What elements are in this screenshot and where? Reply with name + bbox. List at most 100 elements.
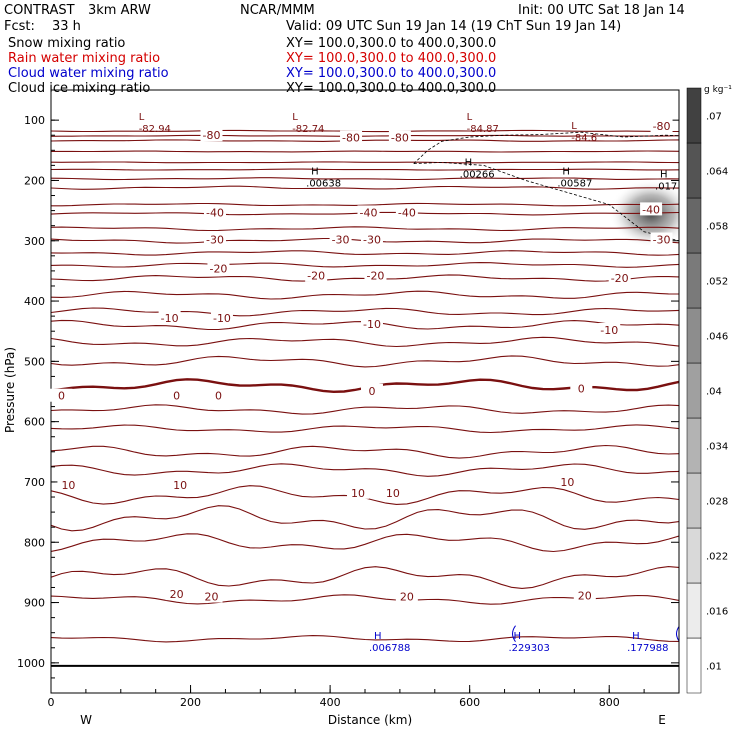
colorbar-segment: [686, 87, 702, 144]
isotherm-line: [51, 566, 679, 589]
isotherm-line: [51, 444, 679, 459]
isotherm-label: -10: [210, 310, 233, 325]
isotherm-label-bg: [357, 205, 380, 219]
isotherm-label-text: -80: [653, 120, 671, 133]
model-name: 3km ARW: [88, 3, 151, 18]
snow-contour-line: [413, 161, 679, 242]
isotherm-label: -30: [650, 232, 673, 247]
isotherm-label-bg: [388, 130, 411, 144]
colorbar-segment: [686, 142, 702, 199]
isotherm-label-bg: [165, 587, 188, 601]
extremum-symbol: H: [632, 631, 640, 642]
x-tick-label: 0: [48, 696, 55, 709]
isotherm-label-bg: [395, 589, 418, 603]
isotherm-label: 0: [50, 388, 73, 403]
isotherm-label-text: 0: [173, 390, 180, 403]
isotherm-line: [51, 533, 679, 553]
colorbar-label: .016: [706, 607, 728, 618]
isotherm-label-bg: [395, 205, 418, 219]
isotherm-label-text: 10: [61, 479, 75, 492]
isotherm-label: -30: [360, 232, 383, 247]
isotherm-label-text: 10: [386, 487, 400, 500]
isotherm-line: [51, 635, 679, 643]
isotherm-label: 10: [347, 485, 370, 500]
extremum-symbol: L: [139, 112, 145, 123]
isotherm-label-bg: [329, 232, 352, 246]
isotherm-label-text: -30: [653, 234, 671, 247]
isotherm-label: -40: [640, 202, 663, 216]
isotherm-line: [51, 177, 679, 181]
colorbar-segment: [686, 307, 702, 364]
isotherm-label: -80: [650, 119, 673, 133]
isotherm-label: -30: [329, 232, 352, 247]
colorbar-segment: [686, 197, 702, 254]
isotherm-label: 10: [169, 477, 192, 492]
x-end-label-east: E: [658, 713, 666, 727]
isotherm-label-bg: [573, 588, 596, 602]
extremum-symbol: H: [514, 631, 522, 642]
isotherm-label-bg: [203, 205, 226, 219]
extremum-value: .00587: [557, 178, 592, 189]
colorbar-segment: [686, 472, 702, 529]
colorbar-segment: [686, 582, 702, 639]
isotherm-label-bg: [207, 261, 230, 275]
isotherm-label: 20: [573, 588, 596, 602]
field-name-snow: Snow mixing ratio: [8, 36, 126, 51]
isotherm-label: -20: [207, 261, 230, 275]
isotherm-line: [51, 290, 679, 300]
colorbar-segment: [686, 527, 702, 584]
colorbar-label: .01: [706, 662, 722, 673]
isotherm-label: -10: [158, 310, 181, 325]
colorbar-label: .064: [706, 167, 728, 178]
y-tick-label: 600: [24, 416, 45, 429]
isotherm-label-bg: [360, 383, 383, 397]
isotherm-label: 10: [57, 477, 80, 492]
isotherm-label-text: -40: [642, 203, 660, 216]
isotherm-line: [51, 336, 679, 348]
extremum-value: -84.6: [571, 133, 597, 144]
colorbar-label: .07: [706, 112, 722, 123]
extremum-value: -84.87: [467, 124, 499, 135]
isotherm-label-bg: [360, 316, 383, 330]
isotherm-line: [51, 134, 679, 137]
isotherm-label-text: 20: [578, 589, 592, 602]
isotherm-label-bg: [381, 485, 404, 499]
colorbar-label: .052: [706, 277, 728, 288]
y-axis-title: Pressure (hPa): [3, 347, 17, 433]
extremum-value: -82.94: [139, 124, 171, 135]
fcst-label: Fcst:: [4, 19, 35, 34]
y-tick-label: 800: [24, 536, 45, 549]
isotherm-label: -20: [608, 271, 631, 285]
isotherm-label-text: 20: [400, 591, 414, 604]
extremum-symbol: H: [374, 631, 382, 642]
isotherm-label-text: 20: [170, 588, 184, 601]
isotherm-label-text: -80: [203, 129, 221, 142]
isotherm-line: [51, 355, 679, 368]
isotherm-label: 0: [165, 388, 188, 403]
isotherm-label-text: -10: [600, 324, 618, 337]
isotherm-label-text: -20: [307, 270, 325, 283]
isotherm-label-bg: [305, 268, 328, 282]
isotherm-label: -40: [203, 205, 226, 219]
field-xy-snow: XY= 100.0,300.0 to 400.0,300.0: [286, 36, 497, 51]
isotherm-label: -10: [360, 316, 383, 331]
isotherm-label-bg: [200, 128, 223, 142]
x-axis-title: Distance (km): [328, 713, 412, 727]
colorbar-label: .022: [706, 552, 728, 563]
y-tick-label: 500: [24, 355, 45, 368]
isotherm-line: [51, 307, 679, 317]
colorbar-segment: [686, 252, 702, 309]
isotherm-label: -30: [203, 232, 226, 247]
y-tick-label: 200: [24, 174, 45, 187]
cloud-water-contour: [512, 625, 516, 643]
isotherm-label-text: -10: [213, 312, 231, 325]
y-tick-label: 700: [24, 476, 45, 489]
extremum-symbol: H: [311, 166, 319, 177]
isotherm-line: [51, 404, 679, 415]
isotherm-label-bg: [203, 232, 226, 246]
init-time: Init: 00 UTC Sat 18 Jan 14: [518, 3, 685, 18]
x-tick-label: 600: [459, 696, 480, 709]
isotherm-label-text: 20: [204, 591, 218, 604]
x-tick-label: 400: [320, 696, 341, 709]
